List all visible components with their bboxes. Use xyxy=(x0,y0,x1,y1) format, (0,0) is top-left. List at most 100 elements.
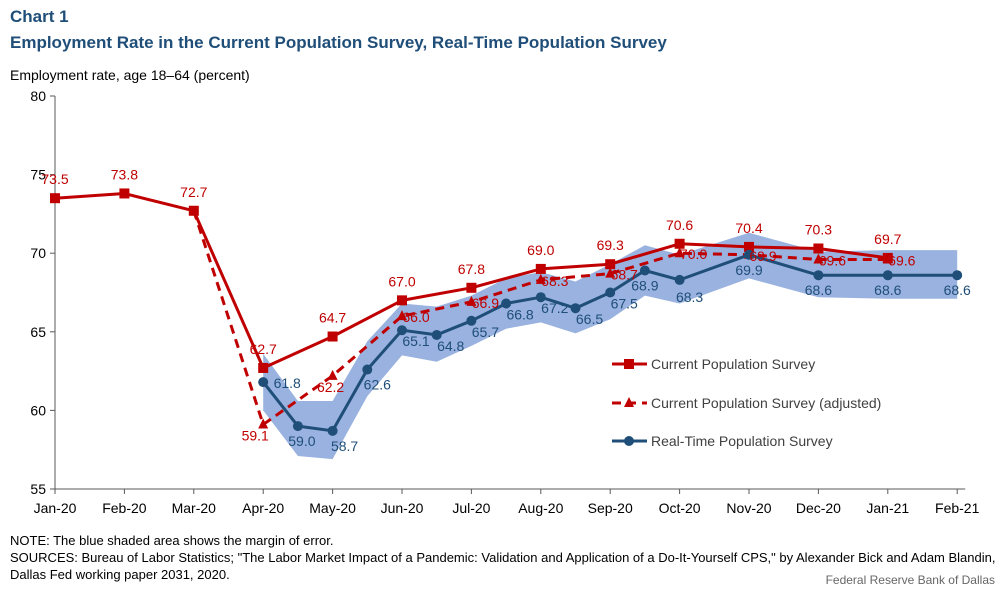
data-label: 65.1 xyxy=(402,333,429,349)
data-point-circle xyxy=(952,270,963,281)
data-label: 66.9 xyxy=(472,295,499,311)
x-tick-label: Jan-20 xyxy=(34,500,77,516)
data-label: 70.3 xyxy=(805,221,832,237)
data-label: 68.3 xyxy=(676,289,703,305)
y-tick-label: 65 xyxy=(30,324,46,340)
data-label: 62.6 xyxy=(364,377,391,393)
data-point-triangle xyxy=(397,310,407,321)
data-label: 68.6 xyxy=(944,282,971,298)
data-point-circle xyxy=(674,274,685,285)
data-point-triangle xyxy=(813,253,824,264)
data-point-circle xyxy=(639,265,650,276)
data-label: 69.6 xyxy=(888,252,915,268)
data-label: 62.2 xyxy=(317,379,344,395)
chart-title: Employment Rate in the Current Populatio… xyxy=(10,33,667,52)
source-credit: Federal Reserve Bank of Dallas xyxy=(825,573,995,587)
data-point-circle xyxy=(605,287,616,298)
data-label: 62.7 xyxy=(250,341,277,357)
data-point-circle xyxy=(813,270,824,281)
data-point-square xyxy=(605,259,616,270)
legend-label: Current Population Survey xyxy=(651,356,815,372)
data-label: 64.8 xyxy=(437,338,464,354)
x-tick-label: Feb-21 xyxy=(935,500,980,516)
data-point-circle xyxy=(501,298,512,309)
data-point-circle xyxy=(292,421,303,432)
data-label: 68.6 xyxy=(805,282,832,298)
data-label: 67.2 xyxy=(541,300,568,316)
x-tick-label: Jan-21 xyxy=(866,500,909,516)
chart-number: Chart 1 xyxy=(10,7,69,26)
data-label: 66.0 xyxy=(402,309,429,325)
legend-marker-circle xyxy=(624,436,634,446)
x-tick-label: Apr-20 xyxy=(242,500,284,516)
data-point-square xyxy=(674,238,685,249)
data-label: 69.6 xyxy=(819,252,846,268)
data-label: 61.8 xyxy=(274,375,301,391)
legend-label: Real-Time Population Survey xyxy=(651,433,833,449)
data-point-circle xyxy=(570,303,581,314)
x-tick-label: Sep-20 xyxy=(588,500,633,516)
y-tick-label: 75 xyxy=(30,167,46,183)
y-axis-label: Employment rate, age 18–64 (percent) xyxy=(10,67,250,83)
note-text: NOTE: The blue shaded area shows the mar… xyxy=(10,533,334,548)
data-label: 64.7 xyxy=(319,310,346,326)
data-label: 68.3 xyxy=(541,273,568,289)
data-label: 59.0 xyxy=(288,433,315,449)
data-point-circle xyxy=(744,249,754,260)
data-point-square xyxy=(466,282,477,293)
data-label: 66.5 xyxy=(576,311,603,327)
data-label: 69.0 xyxy=(527,242,554,258)
x-tick-label: Oct-20 xyxy=(659,500,701,516)
data-label: 73.8 xyxy=(111,166,138,182)
legend: Current Population Survey Current Populat… xyxy=(612,356,881,449)
y-tick-label: 55 xyxy=(30,481,46,497)
data-point-triangle xyxy=(605,267,616,278)
data-point-square xyxy=(813,243,824,254)
data-label: 70.4 xyxy=(735,220,762,236)
data-label: 59.1 xyxy=(242,428,269,444)
data-label-layer: 73.5 73.8 72.7 62.7 64.7 67.0 67.8 69.0 69.3 70.6… xyxy=(41,166,971,453)
data-label: 73.5 xyxy=(41,171,68,187)
x-tick-label: Dec-20 xyxy=(796,500,841,516)
data-point-triangle xyxy=(466,295,477,306)
legend-marker-triangle xyxy=(624,397,634,407)
data-label: 58.7 xyxy=(331,438,358,454)
data-point-circle xyxy=(882,270,893,281)
data-label: 68.9 xyxy=(631,277,658,293)
data-label: 67.8 xyxy=(458,261,485,277)
x-tick-label: Aug-20 xyxy=(518,500,563,516)
data-point-triangle xyxy=(327,369,338,380)
series-layer xyxy=(50,188,963,436)
data-label: 70.6 xyxy=(666,217,693,233)
x-tick-label: Nov-20 xyxy=(726,500,771,516)
line-chart: Employment rate, age 18–64 (percent) 55 6… xyxy=(10,67,980,516)
data-point-circle xyxy=(362,364,373,375)
data-point-circle xyxy=(535,292,546,303)
data-point-circle xyxy=(431,329,442,340)
data-point-square xyxy=(397,295,407,306)
data-label: 67.5 xyxy=(611,296,638,312)
y-tick-label: 70 xyxy=(30,245,46,261)
data-label: 69.3 xyxy=(597,237,624,253)
data-point-circle xyxy=(258,377,269,388)
axes-layer: 55 60 65 70 75 80 Jan-20 Feb-20 Mar-20 Apr-20 May-… xyxy=(30,88,979,516)
data-label: 69.7 xyxy=(874,231,901,247)
data-point-square xyxy=(188,205,199,216)
data-point-square xyxy=(119,188,130,199)
data-label: 69.9 xyxy=(749,248,776,264)
legend-label: Current Population Survey (adjusted) xyxy=(651,395,881,411)
data-point-triangle xyxy=(882,253,893,264)
data-point-triangle xyxy=(258,418,269,429)
y-tick-label: 60 xyxy=(30,402,46,418)
data-point-circle xyxy=(466,315,477,326)
data-point-square xyxy=(258,362,269,373)
data-label: 67.0 xyxy=(388,273,415,289)
x-tick-label: Jul-20 xyxy=(452,500,490,516)
data-label: 70.0 xyxy=(680,246,707,262)
data-point-triangle xyxy=(535,273,546,284)
data-point-square xyxy=(744,241,754,252)
data-point-square xyxy=(535,263,546,274)
x-tick-label: Mar-20 xyxy=(172,500,217,516)
data-point-triangle xyxy=(674,247,685,258)
x-tick-label: May-20 xyxy=(309,500,356,516)
